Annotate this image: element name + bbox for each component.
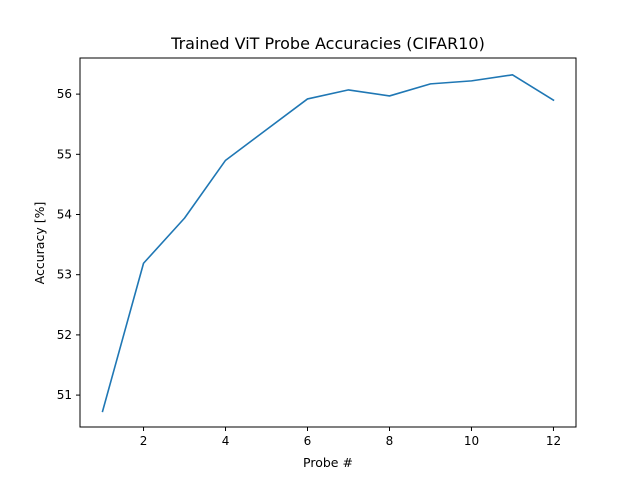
series-layer: [101, 74, 555, 413]
y-tick-label: 51: [57, 388, 72, 402]
x-tick-label: 8: [386, 434, 394, 448]
y-tick-label: 53: [57, 268, 72, 282]
series-line-0: [101, 74, 555, 413]
y-tick-label: 56: [57, 87, 72, 101]
x-tick-label: 12: [546, 434, 561, 448]
x-tick-label: 10: [464, 434, 479, 448]
plot-frame: [79, 57, 577, 428]
x-axis-label: Probe #: [303, 455, 353, 470]
x-tick-label: 6: [304, 434, 312, 448]
y-tick-label: 52: [57, 328, 72, 342]
x-tick-label: 2: [140, 434, 148, 448]
axis-ticks: 2 4 6 8 10 12 51 52 53 54 55 56: [57, 87, 561, 448]
x-tick-label: 4: [222, 434, 230, 448]
y-tick-label: 55: [57, 147, 72, 161]
y-axis-label: Accuracy [%]: [32, 202, 47, 285]
chart-title: Trained ViT Probe Accuracies (CIFAR10): [170, 34, 485, 53]
y-tick-label: 54: [57, 208, 72, 222]
